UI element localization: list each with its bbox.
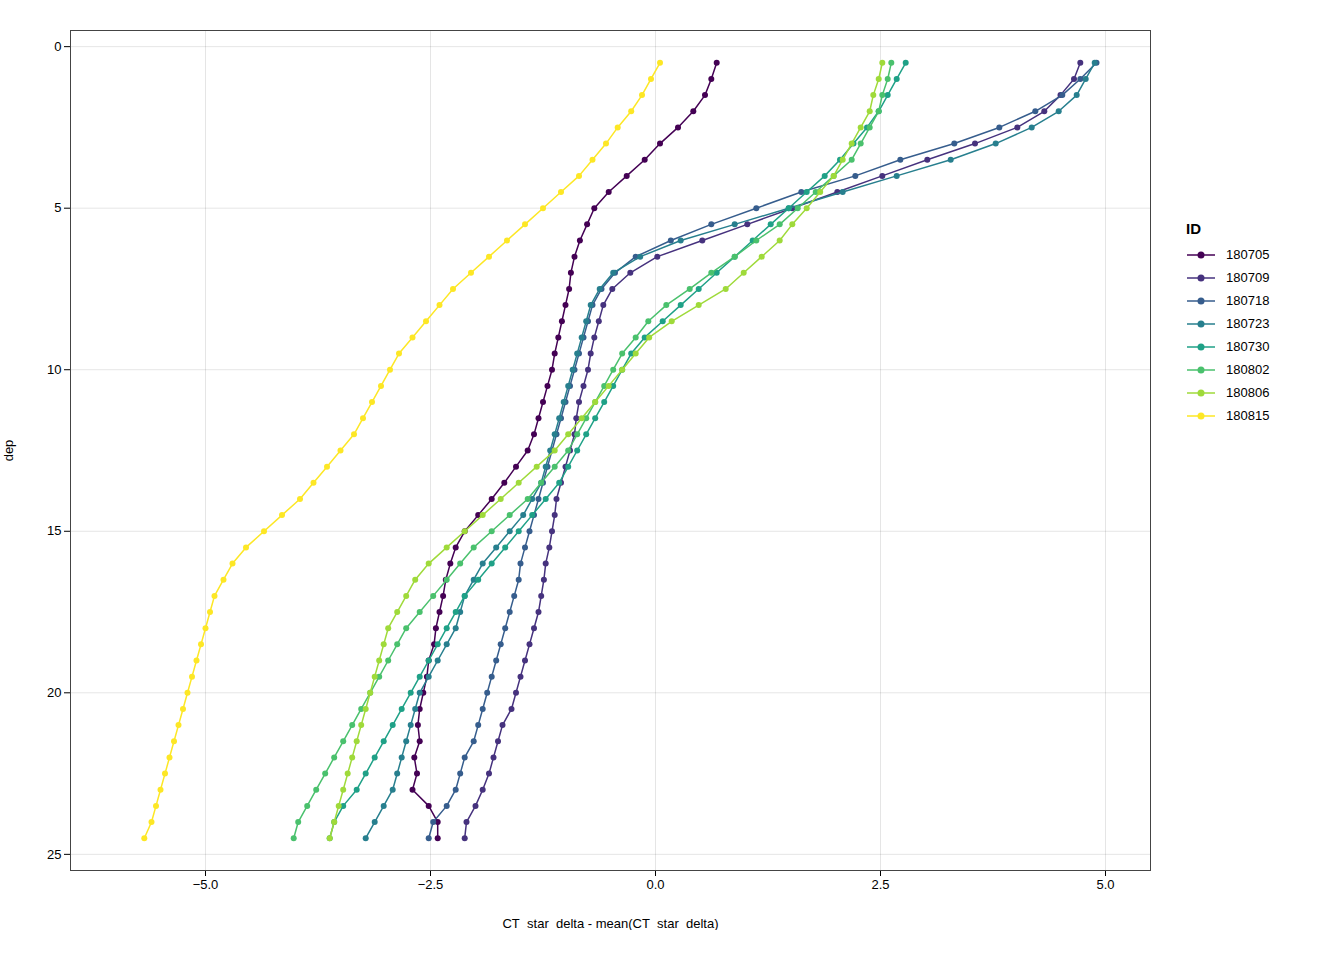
svg-text:5: 5 bbox=[54, 200, 61, 215]
svg-text:−2.5: −2.5 bbox=[418, 877, 444, 892]
html-text:180718: 180718 bbox=[1226, 293, 1270, 308]
html-text:180806: 180806 bbox=[1226, 385, 1270, 400]
svg-text:20: 20 bbox=[47, 685, 61, 700]
svg-text:CT_star_delta - mean(CT_star_d: CT_star_delta - mean(CT_star_delta) bbox=[502, 916, 718, 931]
html-text:180802: 180802 bbox=[1226, 362, 1270, 377]
svg-text:0.0: 0.0 bbox=[646, 877, 664, 892]
svg-text:0: 0 bbox=[54, 39, 61, 54]
svg-text:dep: dep bbox=[1, 440, 16, 462]
svg-text:5.0: 5.0 bbox=[1096, 877, 1114, 892]
svg-text:25: 25 bbox=[47, 847, 61, 862]
html-text:180709: 180709 bbox=[1226, 270, 1270, 285]
html-text:180815: 180815 bbox=[1226, 408, 1270, 423]
html-text:180730: 180730 bbox=[1226, 339, 1270, 354]
html-text:180705: 180705 bbox=[1226, 247, 1270, 262]
html-text:ID: ID bbox=[1186, 220, 1201, 237]
html-text:180723: 180723 bbox=[1226, 316, 1270, 331]
svg-text:10: 10 bbox=[47, 362, 61, 377]
svg-text:2.5: 2.5 bbox=[871, 877, 889, 892]
svg-text:15: 15 bbox=[47, 523, 61, 538]
svg-text:−5.0: −5.0 bbox=[193, 877, 219, 892]
